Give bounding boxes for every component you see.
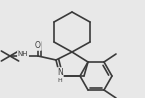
Text: H: H — [58, 78, 62, 83]
Text: N: N — [57, 68, 63, 77]
Text: O: O — [35, 41, 41, 50]
Text: NH: NH — [18, 51, 28, 57]
